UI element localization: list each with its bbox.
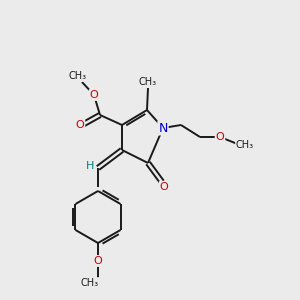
Text: O: O — [76, 120, 84, 130]
Text: N: N — [158, 122, 168, 134]
Text: O: O — [94, 256, 102, 266]
Text: H: H — [86, 161, 94, 171]
Text: O: O — [160, 182, 168, 192]
Text: O: O — [90, 90, 98, 100]
Text: CH₃: CH₃ — [81, 278, 99, 288]
Text: O: O — [216, 132, 224, 142]
Text: CH₃: CH₃ — [236, 140, 254, 150]
Text: CH₃: CH₃ — [69, 71, 87, 81]
Text: CH₃: CH₃ — [139, 77, 157, 87]
